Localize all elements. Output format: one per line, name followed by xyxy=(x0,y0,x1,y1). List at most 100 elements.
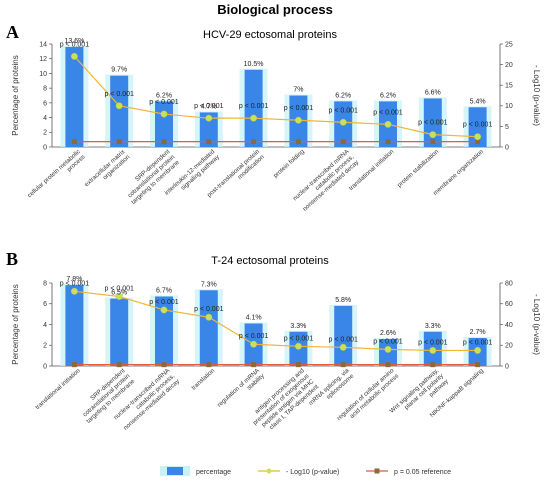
panel-a-left-tick-label: 2 xyxy=(43,130,47,137)
panel-b-left-tick-label: 0 xyxy=(43,363,47,370)
panel-b-reference-point xyxy=(475,362,481,368)
panel-a-left-tick-label: 10 xyxy=(39,71,47,78)
panel-b-pvalue-label: p < 0.001 xyxy=(284,335,313,342)
panel-b-log10-point xyxy=(474,346,482,354)
panel-a-reference-point xyxy=(295,139,301,145)
legend-reference-marker xyxy=(374,468,380,474)
panel-a-right-tick-label: 0 xyxy=(505,144,509,151)
panel-b-percent-label: 5.8% xyxy=(335,297,351,304)
panel-b-left-tick-label: 6 xyxy=(43,301,47,308)
legend-log10-label: - Log10 (p-value) xyxy=(286,469,339,476)
panel-a-pvalue-label: p < 0.001 xyxy=(105,91,134,98)
panel-a-log10-point xyxy=(115,102,123,110)
panel-b-right-axis-label: - Log10 (p-value) xyxy=(532,294,541,355)
panel-b-log10-point xyxy=(115,293,123,300)
panel-a-percent-label: 6.2% xyxy=(156,92,172,99)
panel-a-log10-point xyxy=(429,131,437,139)
legend-log10-marker xyxy=(266,468,272,474)
panel-b-pvalue-label: p < 0.001 xyxy=(239,333,268,340)
panel-a-left-tick-label: 6 xyxy=(43,100,47,107)
panel-b-pvalue-label: p < 0.001 xyxy=(373,338,402,345)
panel-a-category-label: SRP-dependentcotranslational proteintarg… xyxy=(120,148,181,206)
panel-a-log10-line xyxy=(73,55,478,138)
panel-a-percent-label: 4.7% xyxy=(201,103,217,110)
panel-a-category-label-line: translational initiation xyxy=(348,148,396,192)
panel-b-pvalue-label: p < 0.001 xyxy=(329,336,358,343)
panel-a-pvalue-label: p < 0.001 xyxy=(149,99,178,106)
panel-a-left-tick-label: 8 xyxy=(43,86,47,93)
panel-a-pvalue-label: p < 0.001 xyxy=(239,103,268,110)
panel-a-category-label: nuclear-transcribed mRNAcatabolic proces… xyxy=(292,148,361,213)
panel-a-reference-point xyxy=(206,139,212,145)
panel-a-percent-label: 6.6% xyxy=(425,89,441,96)
panel-a-percent-label: 10.5% xyxy=(244,61,264,68)
panel-b-percent-label: 3.3% xyxy=(290,323,306,330)
panel-a-left-tick-label: 0 xyxy=(43,144,47,151)
panel-b-bar xyxy=(155,296,173,366)
panel-a-percent-label: 13.6% xyxy=(64,38,84,45)
panel-b-log10-point xyxy=(160,306,168,314)
panel-b-letter: B xyxy=(6,249,18,269)
panel-b-left-tick-label: 4 xyxy=(43,322,47,329)
panel-a-category-label-line: protein folding xyxy=(272,148,306,180)
panel-b-log10-point xyxy=(429,346,437,354)
legend-percentage-label: percentage xyxy=(196,469,231,476)
panel-b-bar xyxy=(110,298,129,366)
panel-b-category-label: SRP-dependentcotranslational proteintarg… xyxy=(76,367,137,425)
panel-b-left-tick-label: 8 xyxy=(43,280,47,287)
panel-b-category-label-line: translation xyxy=(190,367,216,392)
panel-b-log10-point xyxy=(294,342,302,350)
panel-b-percent-label: 6.5% xyxy=(111,290,127,297)
panel-b-left-axis-label: Percentage of proteins xyxy=(11,284,20,365)
panel-a-category-label: membrane organization xyxy=(432,148,485,197)
panel-b-reference-point xyxy=(295,362,301,368)
panel-a-right-tick-label: 10 xyxy=(505,103,513,110)
panel-a-reference-point xyxy=(251,139,257,145)
panel-b-log10-point xyxy=(205,313,213,321)
panel-b-percent-label: 7.3% xyxy=(201,281,217,288)
panel-b-pvalue-label: p < 0.001 xyxy=(105,285,134,292)
panel-a-reference-point xyxy=(340,139,346,145)
panel-a-pvalue-label: p < 0.001 xyxy=(373,109,402,116)
panel-b-category-label: translational initiation xyxy=(34,367,82,411)
panel-b-reference-point xyxy=(71,362,77,368)
panel-b-percent-label: 2.6% xyxy=(380,330,396,337)
panel-a-category-label-line: cellular protein metabolic xyxy=(26,148,82,199)
panel-b-log10-point xyxy=(250,340,258,348)
panel-a-category-label: protein stabilization xyxy=(396,148,440,189)
panel-b-title: T-24 ectosomal proteins xyxy=(211,255,329,267)
panel-b-bar xyxy=(199,290,218,366)
panel-a-category-label: protein folding xyxy=(272,148,306,180)
panel-a-reference-point xyxy=(71,139,77,145)
panel-a-percent-label: 6.2% xyxy=(335,92,351,99)
panel-b-pvalue-label: p < 0.001 xyxy=(418,339,447,346)
panel-a-pvalue-label: p < 0.001 xyxy=(194,103,223,110)
panel-a-right-tick-label: 20 xyxy=(505,62,513,69)
panel-a-log10-point xyxy=(339,118,347,126)
panel-b-log10-point xyxy=(339,343,347,351)
panel-b-log10-line xyxy=(74,290,478,352)
panel-b-bar xyxy=(65,285,84,366)
panel-a-left-tick-label: 12 xyxy=(39,56,47,63)
panel-a-percent-label: 9.7% xyxy=(111,67,127,74)
panel-a-letter: A xyxy=(6,22,19,42)
panel-a-reference-point xyxy=(430,139,436,145)
panel-b-log10-point xyxy=(384,345,392,353)
panel-a-chart: A HCV-29 ectosomal proteins 0 2 4 6 8 10 12 14 0… xyxy=(6,22,541,213)
panel-b-right-tick-label: 40 xyxy=(505,322,513,329)
panel-a-right-tick-label: 25 xyxy=(505,41,513,48)
panel-a-right-axis-label: - Log10 (p-value) xyxy=(532,65,541,126)
panel-a-log10-point xyxy=(474,133,482,141)
panel-b-reference-point xyxy=(206,362,212,368)
panel-b-log10-point xyxy=(70,287,78,295)
panel-b-pvalue-label: p < 0.001 xyxy=(463,339,492,346)
panel-a-left-tick-label: 14 xyxy=(39,41,47,48)
panel-a-category-label-line: membrane organization xyxy=(432,148,485,197)
panel-a-log10-point xyxy=(205,114,213,122)
panel-a-left-axis-label: Percentage of proteins xyxy=(11,55,20,136)
panel-a-pvalue-label: p < 0.001 xyxy=(284,105,313,112)
panel-b-right-tick-label: 60 xyxy=(505,301,513,308)
panel-b-chart: B T-24 ectosomal proteins 02468020406080… xyxy=(6,249,541,432)
panel-b-percent-label: 3.3% xyxy=(425,323,441,330)
panel-a-category-label-line: protein stabilization xyxy=(396,148,440,189)
